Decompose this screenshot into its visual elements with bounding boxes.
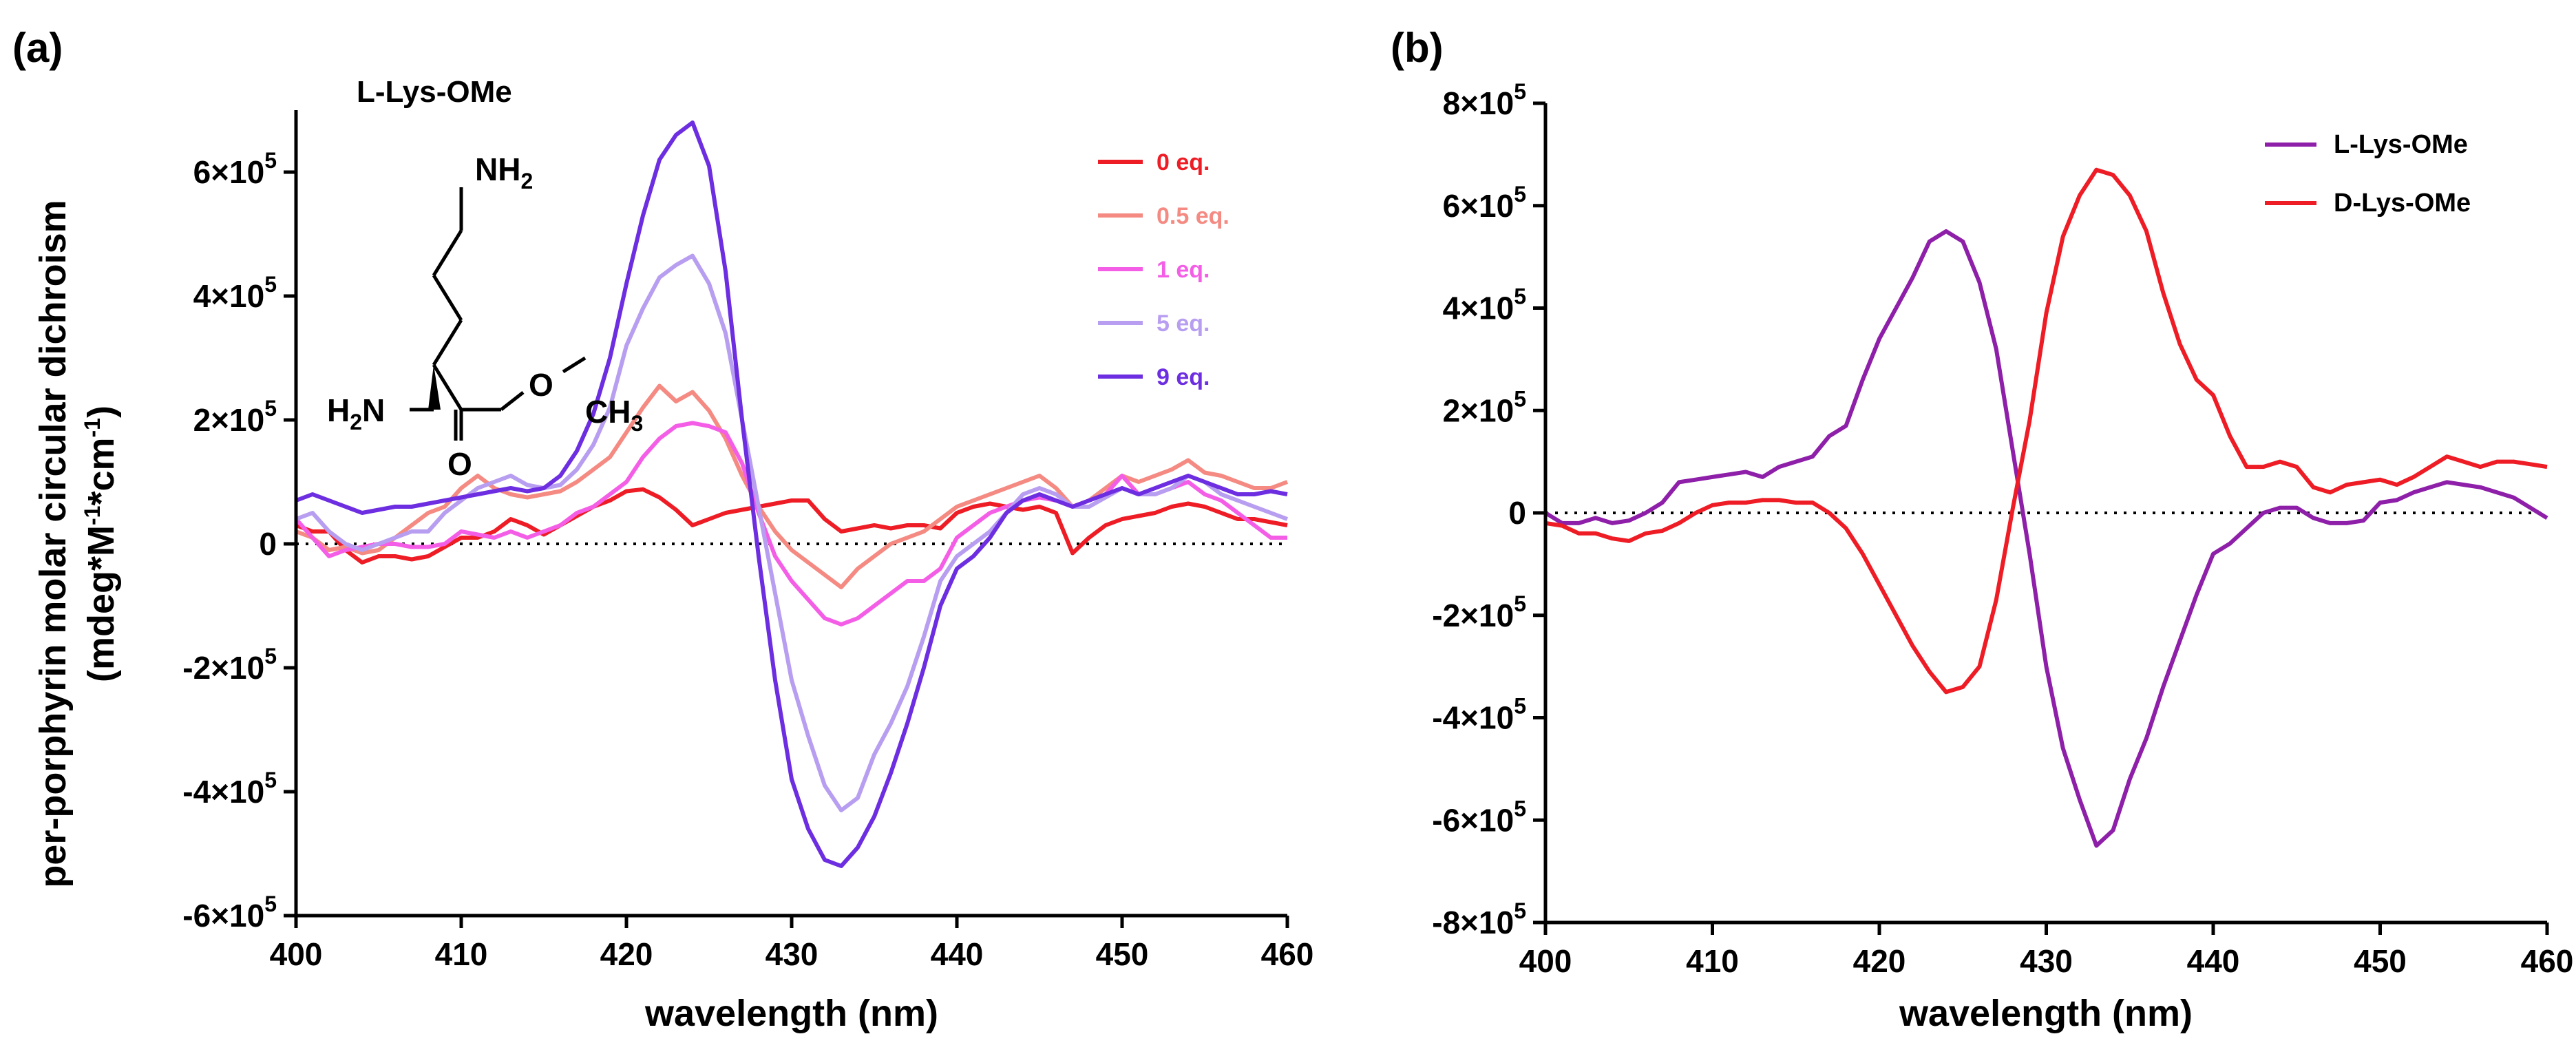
y-tick-label: -4×105: [182, 768, 277, 810]
legend-label: D-Lys-OMe: [2334, 189, 2471, 218]
panel-a-series: [294, 120, 1289, 868]
y-tick-label: -4×105: [1432, 694, 1526, 736]
y-tick-label: 0: [1508, 495, 1526, 531]
panel-a-legend: 0 eq. 0.5 eq. 1 eq. 5 eq. 9 eq.: [1098, 149, 1229, 390]
x-tick-label: 420: [600, 936, 653, 972]
panel-a-y-axis-label: per-porphyrin molar circular dichroism (…: [32, 200, 122, 887]
panel-b-label: (b): [1391, 25, 1444, 71]
y-tick-label: -6×105: [1432, 796, 1526, 838]
x-tick-label: 450: [1096, 936, 1149, 972]
y-tick-label: 2×105: [193, 396, 277, 438]
y-tick-label: 4×105: [193, 272, 277, 314]
panel-a-y-axis-label-line2: (mdeg*M-1*cm-1): [80, 405, 122, 682]
panel-b-legend: L-Lys-OMe D-Lys-OMe: [2265, 130, 2471, 218]
panel-b-x-axis-label: wavelength (nm): [1899, 993, 2193, 1034]
panel-b-series: [1544, 167, 2548, 848]
legend-label: L-Lys-OMe: [2334, 130, 2468, 159]
legend-label: 9 eq.: [1157, 364, 1210, 390]
legend-label: 1 eq.: [1157, 257, 1210, 283]
panel-a-label: (a): [12, 25, 63, 71]
y-tick-label: -2×105: [1432, 591, 1526, 633]
molecule-structure: L-Lys-OMe NH2 H2N O CH3 O: [327, 75, 643, 482]
panel-b-y-ticks: -8×105 -6×105 -4×105 -2×105 0 2×105 4×105 6×105…: [1432, 79, 1545, 940]
x-tick-label: 440: [931, 936, 984, 972]
y-tick-label: 6×105: [193, 148, 277, 190]
legend-label: 5 eq.: [1157, 310, 1210, 337]
series-line-9-eq-: [295, 120, 1288, 868]
x-tick-label: 400: [270, 936, 323, 972]
y-tick-label: -6×105: [182, 892, 277, 934]
series-line-0-eq-: [295, 487, 1288, 565]
wedge-bond: [428, 365, 441, 410]
y-tick-label: 8×105: [1443, 79, 1526, 121]
ester-o: O: [529, 367, 553, 403]
x-tick-label: 460: [1261, 936, 1314, 972]
legend-label: 0 eq.: [1157, 149, 1210, 176]
x-tick-label: 460: [2521, 943, 2574, 979]
legend-label: 0.5 eq.: [1157, 203, 1229, 229]
panel-a-y-ticks: -6×105 -4×105 -2×105 0 2×105 4×105 6×105: [182, 148, 296, 934]
panel-a-x-ticks: 400 410 420 430 440 450 460: [270, 916, 1314, 972]
h2n-left: H2N: [327, 392, 385, 434]
panel-b-x-ticks: 400 410 420 430 440 450 460: [1519, 923, 2574, 979]
series-line-0-5-eq-: [295, 383, 1289, 589]
y-tick-label: 2×105: [1443, 386, 1526, 428]
carbonyl-o: O: [447, 446, 472, 482]
series-line-l-lys-ome: [1544, 229, 2548, 848]
x-tick-label: 410: [435, 936, 488, 972]
panel-a-y-axis-label-line1: per-porphyrin molar circular dichroism: [32, 200, 74, 887]
molecule-label: L-Lys-OMe: [357, 75, 512, 109]
y-tick-label: 0: [259, 526, 277, 562]
x-tick-label: 410: [1686, 943, 1739, 979]
x-tick-label: 420: [1853, 943, 1906, 979]
x-tick-label: 450: [2354, 943, 2407, 979]
y-tick-label: -2×105: [182, 644, 277, 686]
y-tick-label: 4×105: [1443, 284, 1526, 326]
y-tick-label: -8×105: [1432, 898, 1526, 940]
y-tick-label: 6×105: [1443, 182, 1526, 224]
x-tick-label: 400: [1519, 943, 1572, 979]
series-line-5-eq-: [295, 253, 1289, 812]
panel-a-x-axis-label: wavelength (nm): [644, 993, 938, 1034]
panel-b: (b) -8×105 -6×105 -4×105 -2×105 0 2×105 4×105 6…: [1391, 25, 2573, 1034]
ch3: CH3: [585, 394, 643, 436]
panel-a: (a) -6×105 -4×105 -2×105 0 2×105 4×105 6×105 4…: [12, 25, 1313, 1034]
x-tick-label: 430: [766, 936, 819, 972]
x-tick-label: 430: [2020, 943, 2073, 979]
series-line-1-eq-: [294, 421, 1287, 626]
series-line-d-lys-ome: [1545, 167, 2548, 695]
nh2-top: NH2: [475, 151, 533, 193]
x-tick-label: 440: [2187, 943, 2240, 979]
molecule-bonds: [410, 187, 587, 441]
